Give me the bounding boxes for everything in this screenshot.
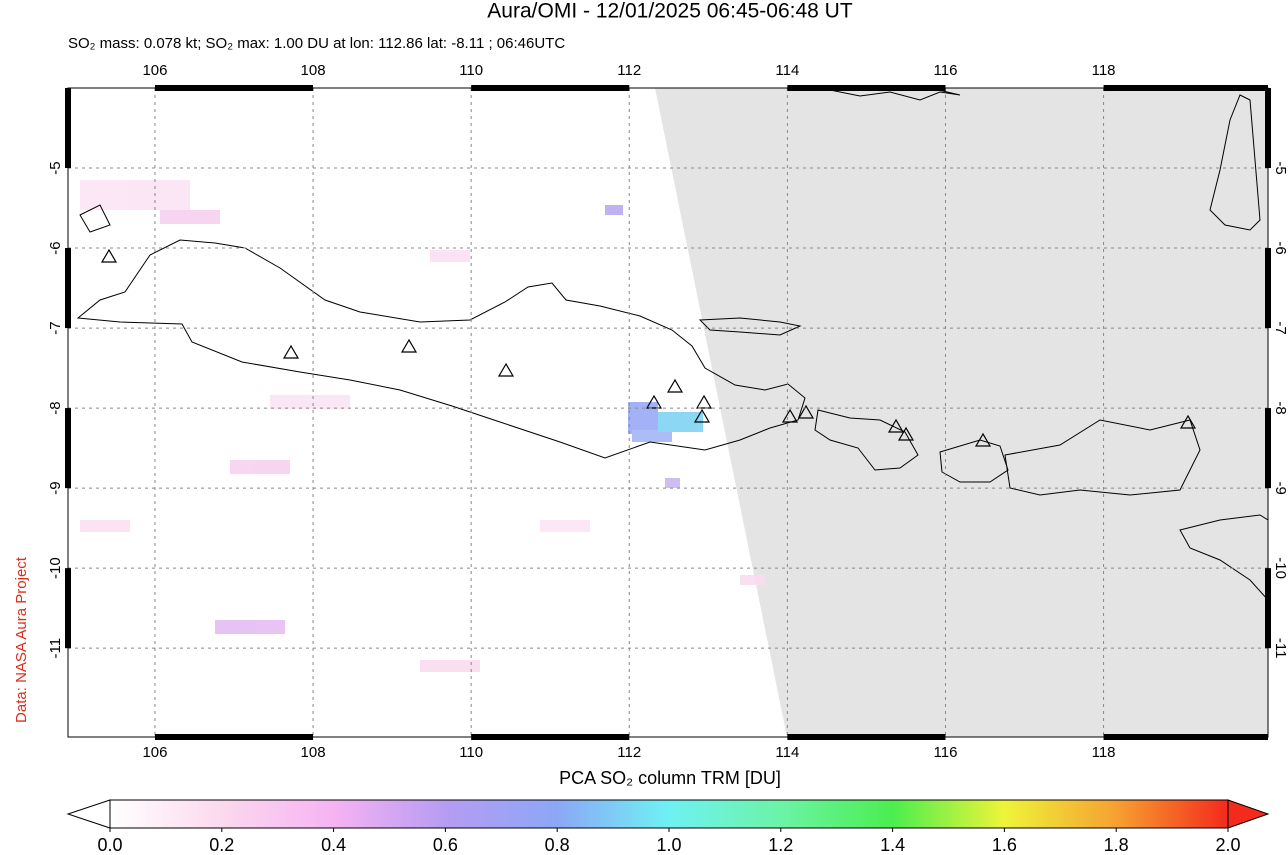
- lon-tick-label: 106: [142, 744, 167, 761]
- frame-bar: [471, 85, 630, 91]
- subtitle: SO₂ mass: 0.078 kt; SO₂ max: 1.00 DU at …: [68, 35, 565, 52]
- colorbar: [109, 799, 1229, 829]
- lat-tick-label: -7: [47, 321, 64, 334]
- colorbar-tick-label: 1.2: [768, 835, 793, 855]
- frame-bar: [471, 734, 630, 740]
- volcanoes: [100, 248, 1197, 447]
- frame-bar: [1265, 88, 1271, 169]
- colorbar-label: PCA SO₂ column TRM [DU]: [559, 768, 781, 788]
- colorbar-tick-label: 0.8: [545, 835, 570, 855]
- title: Aura/OMI - 12/01/2025 06:45-06:48 UT: [487, 0, 853, 23]
- colorbar-tick-label: 1.8: [1104, 835, 1129, 855]
- no-data-region: [655, 88, 1268, 737]
- lon-tick-label: 110: [459, 744, 483, 761]
- map-area: [68, 88, 1268, 737]
- credit: Data: NASA Aura Project: [13, 556, 30, 723]
- lat-tick-label: -10: [1272, 557, 1288, 579]
- colorbar-tick-label: 1.4: [880, 835, 905, 855]
- lon-tick-label: 108: [301, 62, 326, 79]
- frame-bar: [1103, 85, 1268, 91]
- colorbar-tick-label: 1.0: [656, 835, 681, 855]
- lon-tick-label: 112: [617, 62, 641, 79]
- lon-tick-label: 118: [1092, 744, 1116, 761]
- lat-tick-label: -8: [47, 401, 64, 414]
- lat-tick-label: -8: [1272, 401, 1288, 414]
- lat-tick-label: -7: [1272, 321, 1288, 334]
- colorbar-over: [1227, 799, 1270, 829]
- frame-bar: [1265, 408, 1271, 489]
- lon-tick-label: 110: [459, 62, 483, 79]
- colorbar-tick-label: 0.6: [433, 835, 458, 855]
- frame-bar: [787, 734, 946, 740]
- colorbar-under: [66, 799, 111, 829]
- lat-tick-label: -5: [47, 161, 64, 174]
- frame-bar: [787, 85, 946, 91]
- lat-tick-label: -9: [1272, 481, 1288, 494]
- lon-tick-label: 114: [775, 744, 799, 761]
- frame-bar: [65, 248, 71, 329]
- frame-bar: [154, 85, 314, 91]
- lon-tick-label: 108: [301, 744, 326, 761]
- lat-tick-label: -5: [1272, 161, 1288, 174]
- frame-bar: [65, 568, 71, 649]
- lat-tick-label: -6: [47, 241, 64, 254]
- lon-tick-label: 112: [617, 744, 641, 761]
- lat-tick-label: -10: [47, 557, 64, 579]
- lat-tick-label: -9: [47, 481, 64, 494]
- lon-tick-label: 116: [934, 744, 958, 761]
- frame-bar: [65, 408, 71, 489]
- so2-pixels: [80, 180, 765, 672]
- colorbar-tick-label: 2.0: [1215, 835, 1240, 855]
- lat-tick-label: -6: [1272, 241, 1288, 254]
- colorbar-tick-label: 0.2: [209, 835, 234, 855]
- coastlines: [76, 88, 1268, 601]
- frame-bar: [1265, 568, 1271, 649]
- frame-bar: [1265, 248, 1271, 329]
- lat-tick-label: -11: [47, 638, 64, 659]
- colorbar-tick-label: 1.6: [992, 835, 1017, 855]
- lon-tick-label: 114: [775, 62, 799, 79]
- lon-tick-label: 106: [142, 62, 167, 79]
- lon-tick-label: 118: [1092, 62, 1116, 79]
- lon-tick-label: 116: [934, 62, 958, 79]
- frame-bar: [1103, 734, 1268, 740]
- colorbar-tick-label: 0.0: [97, 835, 122, 855]
- lat-tick-label: -11: [1272, 638, 1288, 659]
- frame-bar: [65, 88, 71, 169]
- frame-bar: [154, 734, 314, 740]
- colorbar-tick-label: 0.4: [321, 835, 346, 855]
